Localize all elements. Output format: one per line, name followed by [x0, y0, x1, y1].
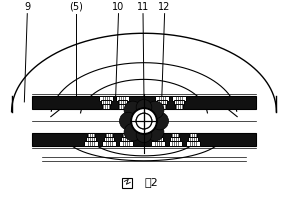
Bar [175, 104, 183, 109]
Circle shape [151, 112, 168, 130]
Bar [188, 137, 198, 141]
Circle shape [124, 123, 142, 141]
Text: 图2: 图2 [145, 177, 159, 187]
Text: 10: 10 [112, 2, 125, 12]
Circle shape [124, 101, 142, 119]
Text: (5): (5) [69, 2, 83, 12]
Bar [171, 133, 179, 137]
Bar [122, 133, 130, 137]
Bar [157, 100, 166, 105]
Circle shape [120, 112, 137, 130]
Bar [104, 137, 113, 141]
Bar [32, 96, 256, 109]
Circle shape [136, 127, 152, 143]
Bar [118, 104, 126, 109]
Bar [122, 137, 131, 141]
Bar [120, 141, 133, 146]
Bar [153, 137, 163, 141]
Bar [151, 141, 165, 146]
Bar [154, 133, 162, 137]
Bar [186, 141, 200, 146]
Circle shape [146, 101, 164, 119]
Bar [173, 96, 186, 101]
Bar [155, 96, 168, 101]
Bar [122, 178, 132, 188]
Bar [87, 133, 95, 137]
Circle shape [146, 123, 164, 141]
Text: 11: 11 [137, 2, 149, 12]
Bar [105, 133, 113, 137]
Bar [32, 133, 256, 146]
Circle shape [131, 108, 157, 134]
Circle shape [136, 99, 152, 115]
Circle shape [136, 113, 152, 129]
Bar [118, 100, 127, 105]
Bar [189, 133, 197, 137]
Bar [99, 96, 113, 101]
Bar [170, 137, 180, 141]
Bar [158, 104, 166, 109]
Bar [102, 141, 115, 146]
Bar [175, 100, 184, 105]
Bar [86, 137, 96, 141]
Text: 12: 12 [158, 2, 171, 12]
Bar [102, 104, 110, 109]
Text: 9: 9 [24, 2, 30, 12]
Bar [115, 96, 129, 101]
Bar [168, 141, 182, 146]
Circle shape [136, 113, 152, 129]
Bar [84, 141, 98, 146]
Circle shape [131, 108, 157, 134]
Bar [101, 100, 111, 105]
